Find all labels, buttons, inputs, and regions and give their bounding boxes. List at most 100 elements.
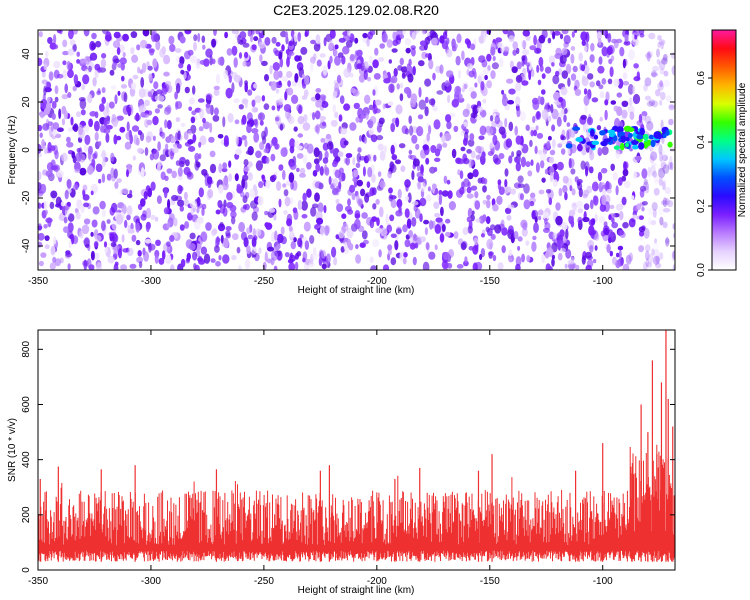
heatmap-cell xyxy=(113,168,118,179)
heatmap-cell xyxy=(373,154,377,162)
heatmap-cell xyxy=(515,263,521,270)
heatmap-cell xyxy=(332,187,338,195)
heatmap-cell xyxy=(411,47,416,57)
heatmap-cell xyxy=(253,235,258,241)
heatmap-cell xyxy=(314,181,322,189)
heatmap-cell xyxy=(165,254,172,264)
heatmap-cell xyxy=(366,120,373,126)
heatmap-cell xyxy=(525,240,530,247)
heatmap-cell xyxy=(121,234,125,243)
heatmap-cell xyxy=(411,217,417,227)
heatmap-cell xyxy=(364,193,370,203)
heatmap-cell xyxy=(545,189,552,194)
heatmap-cell xyxy=(570,168,576,175)
heatmap-cell xyxy=(520,39,528,49)
heatmap-cell xyxy=(219,221,224,228)
heatmap-cell xyxy=(152,115,159,126)
heatmap-cell xyxy=(445,218,451,224)
heatmap-x-tick-label: -300 xyxy=(141,276,161,287)
heatmap-cell xyxy=(424,227,428,236)
heatmap-cell xyxy=(358,74,365,83)
heatmap-cell xyxy=(188,97,195,105)
heatmap-cell xyxy=(113,31,121,39)
heatmap-band-cell xyxy=(575,136,584,143)
heatmap-cell xyxy=(273,70,280,81)
heatmap-cell xyxy=(91,158,96,168)
heatmap-cell xyxy=(171,194,179,202)
heatmap-cell xyxy=(288,40,293,47)
heatmap-cell xyxy=(419,197,427,207)
heatmap-cell xyxy=(389,214,395,222)
heatmap-cell xyxy=(661,154,668,162)
heatmap-cell xyxy=(482,68,490,75)
heatmap-cell xyxy=(598,215,606,224)
heatmap-cell xyxy=(366,181,371,189)
heatmap-cell xyxy=(268,207,276,213)
heatmap-cell xyxy=(561,47,568,55)
heatmap-cell xyxy=(343,103,351,111)
heatmap-cell xyxy=(515,162,521,172)
heatmap-cell xyxy=(208,136,215,143)
heatmap-cell xyxy=(75,152,82,162)
heatmap-cell xyxy=(78,124,84,136)
heatmap-cell xyxy=(411,134,418,144)
heatmap-cell xyxy=(463,137,468,146)
heatmap-cell xyxy=(176,55,180,64)
heatmap-cell xyxy=(109,69,115,76)
heatmap-cell xyxy=(634,34,638,40)
heatmap-cell xyxy=(407,73,414,83)
heatmap-cell xyxy=(251,246,257,255)
heatmap-cell xyxy=(518,144,524,150)
heatmap-cell xyxy=(47,96,51,103)
heatmap-cell xyxy=(258,247,262,255)
heatmap-cell xyxy=(638,245,644,253)
heatmap-cell xyxy=(436,90,444,95)
heatmap-cell xyxy=(617,177,623,186)
heatmap-cell xyxy=(347,209,354,215)
heatmap-cell xyxy=(648,32,656,40)
heatmap-cell xyxy=(122,33,129,42)
heatmap-cell xyxy=(644,115,652,124)
heatmap-cell xyxy=(275,41,281,47)
heatmap-cell xyxy=(463,178,470,188)
heatmap-cell xyxy=(516,107,521,118)
heatmap-cell xyxy=(511,151,515,158)
heatmap-cell xyxy=(95,40,102,48)
heatmap-cell xyxy=(575,200,584,209)
heatmap-cell xyxy=(183,199,189,207)
heatmap-cell xyxy=(620,47,625,57)
heatmap-cell xyxy=(663,208,671,213)
heatmap-cell xyxy=(594,213,598,223)
heatmap-cell xyxy=(501,96,509,107)
heatmap-cell xyxy=(285,109,291,120)
heatmap-cell xyxy=(189,55,198,64)
heatmap-cell xyxy=(271,36,277,44)
heatmap-cell xyxy=(319,115,327,121)
heatmap-cell xyxy=(278,98,284,106)
heatmap-cell xyxy=(593,195,599,206)
heatmap-cell xyxy=(331,246,337,258)
heatmap-cell xyxy=(504,207,512,214)
heatmap-cell xyxy=(192,251,198,261)
heatmap-cell xyxy=(80,109,86,116)
heatmap-cell xyxy=(659,68,665,75)
heatmap-x-tick-label: -150 xyxy=(480,276,500,287)
heatmap-cell xyxy=(583,95,590,106)
heatmap-cell xyxy=(238,104,244,110)
heatmap-cell xyxy=(238,52,243,59)
heatmap-cell xyxy=(133,134,139,145)
heatmap-cell xyxy=(126,169,129,178)
heatmap-cell xyxy=(431,37,438,46)
heatmap-cell xyxy=(188,145,196,152)
heatmap-cell xyxy=(386,39,393,48)
heatmap-cell xyxy=(243,166,250,172)
heatmap-cell xyxy=(356,63,363,70)
heatmap-cell xyxy=(665,238,670,244)
heatmap-cell xyxy=(289,254,296,262)
heatmap-cell xyxy=(251,128,259,134)
heatmap-cell xyxy=(553,30,561,36)
heatmap-cell xyxy=(169,264,175,270)
heatmap-cell xyxy=(80,58,86,64)
heatmap-cell xyxy=(101,149,106,160)
heatmap-cell xyxy=(590,199,594,210)
